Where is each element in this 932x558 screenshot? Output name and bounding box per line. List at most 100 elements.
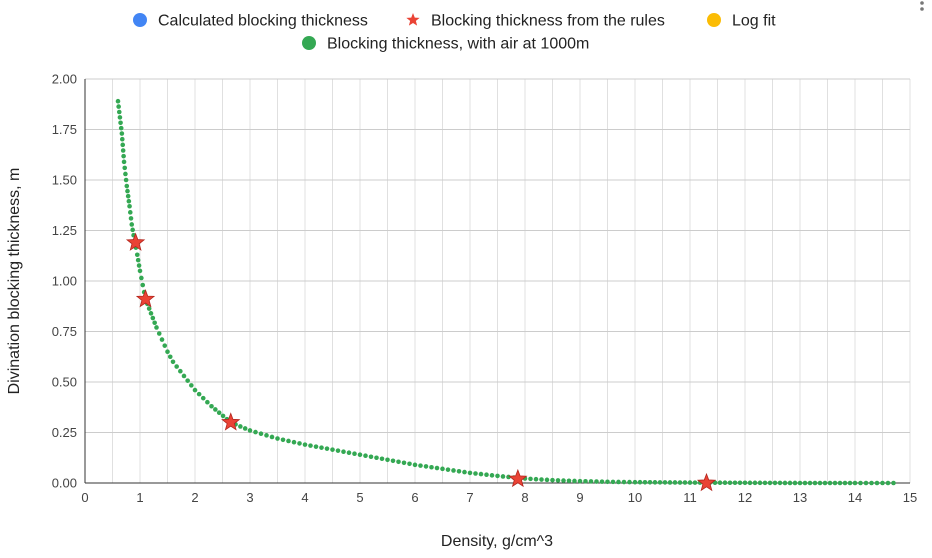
data-point <box>677 480 683 485</box>
data-point <box>220 413 226 419</box>
data-point <box>451 468 456 473</box>
data-point <box>135 257 141 263</box>
data-point <box>561 478 566 483</box>
data-point <box>125 193 131 199</box>
data-point <box>352 451 357 457</box>
data-point <box>308 443 313 448</box>
data-point <box>687 480 693 485</box>
data-point <box>797 480 803 486</box>
data-point <box>732 480 738 486</box>
data-point <box>192 387 198 393</box>
data-point <box>682 480 688 485</box>
data-point <box>891 480 896 486</box>
legend-label: Blocking thickness, with air at 1000m <box>327 36 589 53</box>
data-point <box>757 480 763 486</box>
legend-circle-marker <box>133 13 147 27</box>
y-tick-label: 0.75 <box>52 324 77 339</box>
data-point <box>885 480 891 486</box>
data-point <box>662 480 668 485</box>
x-tick-label: 15 <box>903 490 917 505</box>
data-point <box>120 148 126 153</box>
data-point <box>478 471 484 477</box>
data-point <box>269 434 275 440</box>
x-tick-label: 10 <box>628 490 642 505</box>
data-point <box>116 109 122 115</box>
y-tick-label: 1.75 <box>52 122 77 137</box>
data-point <box>121 153 126 159</box>
data-point <box>852 480 858 486</box>
data-point <box>196 391 202 397</box>
data-point <box>123 171 128 177</box>
data-point <box>566 478 572 484</box>
data-point <box>550 477 555 483</box>
data-point <box>264 433 269 438</box>
data-point <box>167 354 173 360</box>
data-point <box>500 474 506 479</box>
data-point <box>346 450 352 456</box>
data-point <box>291 439 297 445</box>
data-point-star <box>125 232 146 251</box>
data-point <box>842 480 848 486</box>
data-point <box>178 368 183 374</box>
more-options-icon[interactable] <box>920 1 924 11</box>
y-tick-label: 1.00 <box>52 274 77 289</box>
data-point <box>742 480 748 486</box>
data-point <box>209 403 214 409</box>
data-point <box>126 198 132 204</box>
data-point <box>150 315 156 321</box>
data-point <box>396 459 401 465</box>
data-point <box>247 428 253 433</box>
data-point <box>117 115 123 120</box>
data-point <box>119 131 125 136</box>
data-point <box>368 454 374 460</box>
y-tick-label: 0.50 <box>52 375 77 390</box>
data-point <box>213 407 218 412</box>
data-point <box>128 216 134 221</box>
data-point <box>822 480 828 486</box>
data-point <box>577 478 583 484</box>
data-point <box>434 465 440 471</box>
data-point <box>605 479 610 485</box>
x-axis-title: Density, g/cm^3 <box>441 533 553 550</box>
data-point <box>869 480 874 486</box>
data-point <box>120 142 126 148</box>
data-point <box>324 446 330 451</box>
data-point <box>880 480 885 486</box>
data-point <box>238 424 243 429</box>
data-point <box>747 480 753 486</box>
x-tick-label: 4 <box>301 490 308 505</box>
data-point <box>847 480 853 486</box>
data-point <box>692 480 698 485</box>
legend-star-marker <box>406 13 420 26</box>
data-point <box>159 337 165 342</box>
data-point <box>297 441 302 446</box>
data-point <box>127 203 132 209</box>
data-point <box>440 466 445 472</box>
data-point <box>489 473 495 478</box>
data-point <box>762 480 768 486</box>
data-point <box>116 104 121 109</box>
data-point <box>302 442 308 447</box>
data-point <box>139 275 144 281</box>
data-point <box>385 457 390 463</box>
data-point <box>379 456 385 462</box>
data-point <box>118 120 123 126</box>
data-point <box>146 306 152 311</box>
data-point <box>148 311 154 316</box>
data-point <box>817 480 823 486</box>
x-tick-label: 2 <box>191 490 198 505</box>
x-tick-label: 13 <box>793 490 807 505</box>
data-point <box>119 136 125 142</box>
x-tick-label: 3 <box>246 490 253 505</box>
data-point <box>170 359 176 365</box>
data-point <box>737 480 743 486</box>
data-point <box>837 480 843 486</box>
data-point <box>555 478 561 483</box>
y-axis-ticks: 0.00 0.25 0.50 0.75 1.00 1.25 1.50 1.75 2.00 <box>52 72 77 491</box>
data-point <box>792 480 798 486</box>
data-point <box>777 480 783 486</box>
y-tick-label: 0.00 <box>52 476 77 491</box>
data-point <box>544 477 550 483</box>
data-point <box>473 471 478 476</box>
data-point <box>200 395 206 401</box>
